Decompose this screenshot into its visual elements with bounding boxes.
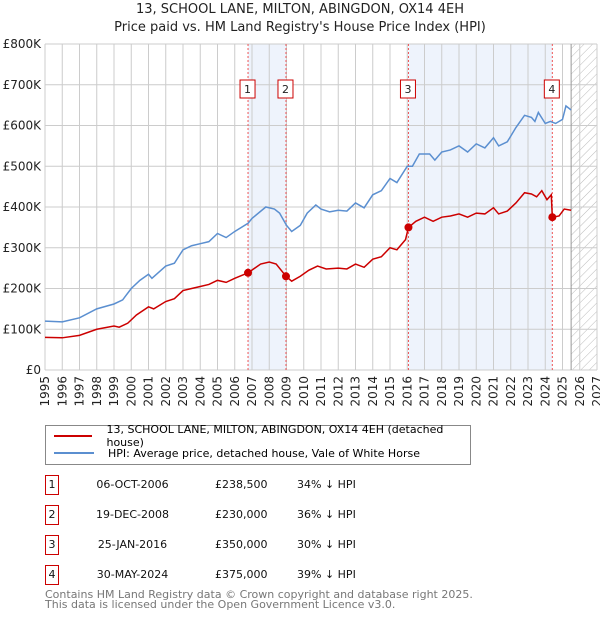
x-tick-label: 2013 xyxy=(349,376,363,407)
transaction-price: £375,000 xyxy=(215,568,268,581)
x-tick-label: 2010 xyxy=(297,376,311,407)
legend-swatch-red xyxy=(54,435,93,437)
x-tick-label: 2018 xyxy=(435,376,449,407)
transaction-price: £230,000 xyxy=(215,508,268,521)
x-tick-label: 2001 xyxy=(142,376,156,407)
transaction-date: 19-DEC-2008 xyxy=(95,508,170,521)
x-tick-label: 2016 xyxy=(400,376,414,407)
sale-point xyxy=(244,268,253,277)
x-tick-label: 2024 xyxy=(538,376,552,407)
x-tick-label: 1998 xyxy=(90,376,104,407)
sale-point xyxy=(548,213,557,222)
transaction-row: 4 30-MAY-2024 £375,000 39% ↓ HPI xyxy=(45,565,445,585)
x-tick-label: 2002 xyxy=(159,376,173,407)
y-tick-label: £0 xyxy=(26,363,41,377)
x-tick-label: 1999 xyxy=(107,376,121,407)
y-tick-label: £200K xyxy=(3,282,43,296)
x-tick-label: 2005 xyxy=(211,376,225,407)
x-tick-label: 2006 xyxy=(228,376,242,407)
y-tick-label: £100K xyxy=(3,322,43,336)
sale-label-box xyxy=(543,79,560,99)
transaction-row: 2 19-DEC-2008 £230,000 36% ↓ HPI xyxy=(45,505,445,525)
sale-label-box xyxy=(239,79,256,99)
transaction-number: 1 xyxy=(45,475,59,495)
transaction-date: 25-JAN-2016 xyxy=(97,538,168,551)
x-tick-label: 2026 xyxy=(573,376,587,407)
chart-title: 13, SCHOOL LANE, MILTON, ABINGDON, OX14 … xyxy=(136,2,464,17)
legend-item-hpi: HPI: Average price, detached house, Vale… xyxy=(54,445,420,461)
transaction-date: 06-OCT-2006 xyxy=(96,478,169,491)
sale-label: 4 xyxy=(548,83,555,96)
x-tick-label: 1996 xyxy=(55,376,69,407)
x-tick-label: 2020 xyxy=(469,376,483,407)
price-chart: 1995 1996 1997 1998 1999 2000 2001 2002 2003 2004… xyxy=(3,37,600,407)
transaction-row: 3 25-JAN-2016 £350,000 30% ↓ HPI xyxy=(45,535,445,555)
sale-point xyxy=(281,272,290,281)
transaction-number: 3 xyxy=(45,535,59,555)
x-tick-label: 2012 xyxy=(331,376,345,407)
legend-item-property: 13, SCHOOL LANE, MILTON, ABINGDON, OX14 … xyxy=(54,423,470,449)
transaction-number: 4 xyxy=(45,565,59,585)
x-tick-label: 2019 xyxy=(452,376,466,407)
x-tick-label: 2003 xyxy=(176,376,190,407)
sale-label-box xyxy=(277,79,294,99)
y-tick-label: £500K xyxy=(3,159,43,173)
x-tick-label: 2015 xyxy=(383,376,397,407)
x-tick-label: 2017 xyxy=(418,376,432,407)
x-tick-label: 2014 xyxy=(366,376,380,407)
transaction-hpi-diff: 36% ↓ HPI xyxy=(297,508,356,521)
x-tick-label: 2007 xyxy=(245,376,259,407)
sale-label: 3 xyxy=(404,83,411,96)
sale-label-box xyxy=(399,79,416,99)
footer-line-2: This data is licensed under the Open Gov… xyxy=(45,598,396,611)
footer-line-1: Contains HM Land Registry data © Crown c… xyxy=(45,588,473,601)
y-tick-label: £600K xyxy=(3,119,43,133)
y-tick-label: £400K xyxy=(3,200,43,214)
x-tick-label: 2004 xyxy=(193,376,207,407)
sale-label: 2 xyxy=(282,83,289,96)
x-tick-label: 2011 xyxy=(314,376,328,407)
y-tick-label: £800K xyxy=(3,37,43,51)
x-tick-label: 2022 xyxy=(504,376,518,407)
x-tick-label: 1995 xyxy=(38,376,52,407)
x-tick-label: 2009 xyxy=(280,376,294,407)
sale-label: 1 xyxy=(244,83,251,96)
transaction-hpi-diff: 30% ↓ HPI xyxy=(297,538,356,551)
transaction-hpi-diff: 34% ↓ HPI xyxy=(297,478,356,491)
series-line xyxy=(44,104,572,323)
sale-point xyxy=(404,223,413,232)
transaction-date: 30-MAY-2024 xyxy=(96,568,169,581)
series-line xyxy=(44,189,572,339)
transaction-price: £238,500 xyxy=(215,478,268,491)
legend-swatch-blue xyxy=(54,452,94,454)
transaction-row: 1 06-OCT-2006 £238,500 34% ↓ HPI xyxy=(45,475,445,495)
x-tick-label: 2025 xyxy=(556,376,570,407)
transaction-hpi-diff: 39% ↓ HPI xyxy=(297,568,356,581)
x-tick-label: 2023 xyxy=(521,376,535,407)
x-tick-label: 2021 xyxy=(487,376,501,407)
legend: 13, SCHOOL LANE, MILTON, ABINGDON, OX14 … xyxy=(45,423,471,465)
legend-label: HPI: Average price, detached house, Vale… xyxy=(108,446,420,460)
x-tick-label: 2027 xyxy=(590,376,600,407)
x-tick-label: 2000 xyxy=(124,376,138,407)
chart-subtitle: Price paid vs. HM Land Registry's House … xyxy=(114,20,486,35)
x-tick-label: 1997 xyxy=(73,376,87,407)
legend-label: 13, SCHOOL LANE, MILTON, ABINGDON, OX14 … xyxy=(106,423,444,449)
x-tick-label: 2008 xyxy=(262,376,276,407)
footer: Contains HM Land Registry data © Crown c… xyxy=(45,588,473,611)
y-tick-label: £300K xyxy=(3,241,43,255)
transaction-price: £350,000 xyxy=(215,538,268,551)
y-tick-label: £700K xyxy=(3,78,43,92)
transaction-number: 2 xyxy=(45,505,59,525)
